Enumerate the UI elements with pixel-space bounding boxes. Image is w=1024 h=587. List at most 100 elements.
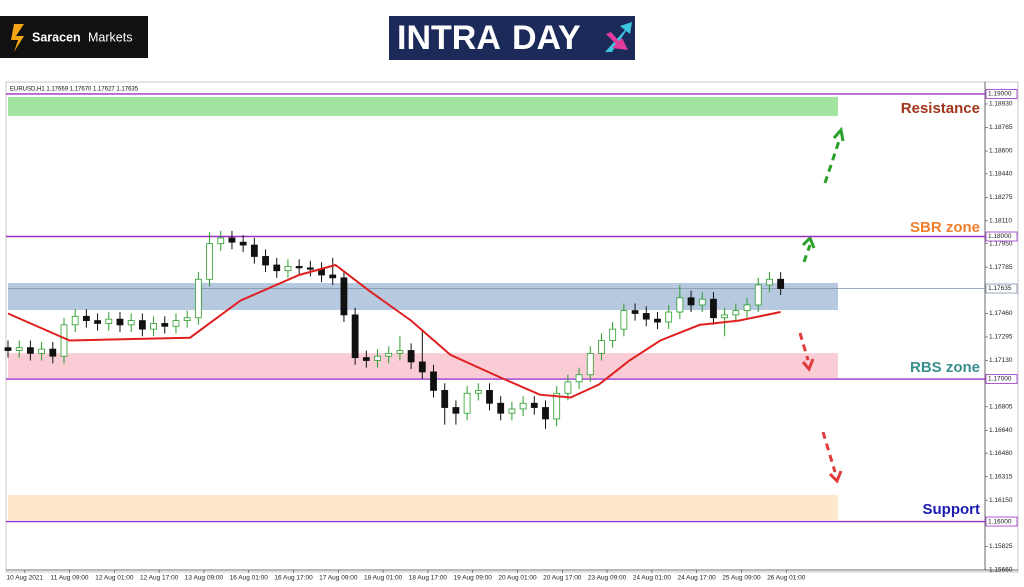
candle-body xyxy=(228,237,236,243)
candle-body xyxy=(441,390,449,408)
candle-body xyxy=(418,361,426,373)
candle-body xyxy=(150,323,157,330)
x-tick-label: 26 Aug 01:00 xyxy=(767,575,806,582)
candle-body xyxy=(295,266,303,269)
moving-average xyxy=(7,263,781,399)
candle-body xyxy=(239,241,247,246)
y-tick-label: 1.18275 xyxy=(989,194,1013,201)
zone xyxy=(8,96,838,116)
y-tick-label: 1.16150 xyxy=(989,497,1013,504)
level-label-box xyxy=(985,374,1018,384)
candle-body xyxy=(654,318,661,323)
y-tick-label: 1.17785 xyxy=(989,264,1013,271)
candle-body xyxy=(138,320,146,330)
x-tick-label: 10 Aug 2021 xyxy=(7,575,44,582)
y-tick-label: 1.15660 xyxy=(989,567,1013,574)
arrows xyxy=(798,126,845,484)
level-label-box xyxy=(985,231,1018,242)
candle-body xyxy=(698,298,706,306)
candle-body xyxy=(217,237,225,245)
candle-body xyxy=(94,320,101,324)
candle-body xyxy=(721,314,729,319)
logo-box xyxy=(0,16,148,58)
candle-body xyxy=(665,311,673,323)
zone-label: SBR zone xyxy=(910,219,980,236)
candle-body xyxy=(71,315,79,326)
candle-body xyxy=(26,347,34,354)
x-tick-label: 17 Aug 09:00 xyxy=(319,575,358,582)
x-tick-label: 12 Aug 17:00 xyxy=(140,575,179,582)
candle-body xyxy=(743,304,751,312)
candle-body xyxy=(463,392,471,414)
candle-body xyxy=(374,355,381,361)
candle-body xyxy=(340,277,348,316)
candle-body xyxy=(396,350,404,354)
x-tick-label: 20 Aug 01:00 xyxy=(498,575,537,582)
level-label-box xyxy=(985,89,1018,99)
y-tick-label: 1.18440 xyxy=(989,171,1013,178)
candle-body xyxy=(676,297,684,313)
candle-body xyxy=(385,352,393,357)
level-label: 1.17000 xyxy=(988,376,1012,383)
zone-label: RBS zone xyxy=(910,359,980,376)
candle-body xyxy=(609,328,617,341)
y-tick-label: 1.16805 xyxy=(989,404,1013,411)
last-price-box xyxy=(985,283,1018,294)
level-label: 1.16000 xyxy=(988,518,1012,525)
candle-body xyxy=(766,278,773,286)
logo-box xyxy=(389,16,635,60)
zone xyxy=(8,495,838,521)
arrow-head xyxy=(832,126,845,142)
arrow-down xyxy=(798,332,810,361)
candle-body xyxy=(598,340,605,354)
saracen-logo: Saracen Markets xyxy=(0,16,148,58)
candle-body xyxy=(329,274,337,279)
x-tick-label: 25 Aug 09:00 xyxy=(722,575,761,582)
candle-body xyxy=(161,323,169,327)
intraday-logo: INTRA DAY xyxy=(389,16,635,60)
candle-body xyxy=(575,374,583,383)
zone-label: Resistance xyxy=(901,100,980,117)
logo-text: INTRA xyxy=(397,19,501,57)
candle-body xyxy=(430,371,437,391)
x-tick-label: 24 Aug 17:00 xyxy=(677,575,716,582)
candle-body xyxy=(306,267,314,270)
brand-name: Markets xyxy=(88,30,132,44)
candle-body xyxy=(542,407,549,420)
level-label: 1.19000 xyxy=(988,91,1012,98)
candle-body xyxy=(273,264,281,272)
candle-body xyxy=(183,317,191,321)
candle-body xyxy=(620,310,628,330)
candle-body xyxy=(732,310,740,316)
candle-body xyxy=(362,357,370,361)
candle-body xyxy=(519,402,527,410)
x-tick-label: 16 Aug 17:00 xyxy=(274,575,313,582)
arrow-head xyxy=(828,470,843,484)
x-tick-label: 18 Aug 17:00 xyxy=(409,575,448,582)
candle-body xyxy=(407,350,415,363)
candle-body xyxy=(754,284,762,306)
candle-body xyxy=(60,324,68,357)
x-tick-label: 23 Aug 09:00 xyxy=(588,575,627,582)
y-tick-label: 1.15825 xyxy=(989,543,1013,550)
candle-body xyxy=(262,256,269,266)
x-tick-label: 16 Aug 01:00 xyxy=(230,575,269,582)
candle-body xyxy=(172,320,180,327)
candle-body xyxy=(474,390,482,394)
y-tick-label: 1.18600 xyxy=(989,148,1013,155)
symbol-label: EURUSD,H1 1.17669 1.17670 1.17627 1.1763… xyxy=(10,87,139,93)
x-tick-label: 19 Aug 09:00 xyxy=(454,575,493,582)
candle-body xyxy=(105,318,113,324)
candle-body xyxy=(38,348,45,354)
level-label-box xyxy=(985,516,1018,527)
candle-body xyxy=(553,392,561,420)
candle-body xyxy=(777,278,785,289)
candle-body xyxy=(250,244,258,257)
zone xyxy=(8,282,838,311)
candle-body xyxy=(508,408,516,414)
candle-body xyxy=(351,314,359,359)
level-label: 1.18000 xyxy=(988,233,1012,240)
candle-body xyxy=(15,347,23,351)
candle-body xyxy=(586,352,594,376)
